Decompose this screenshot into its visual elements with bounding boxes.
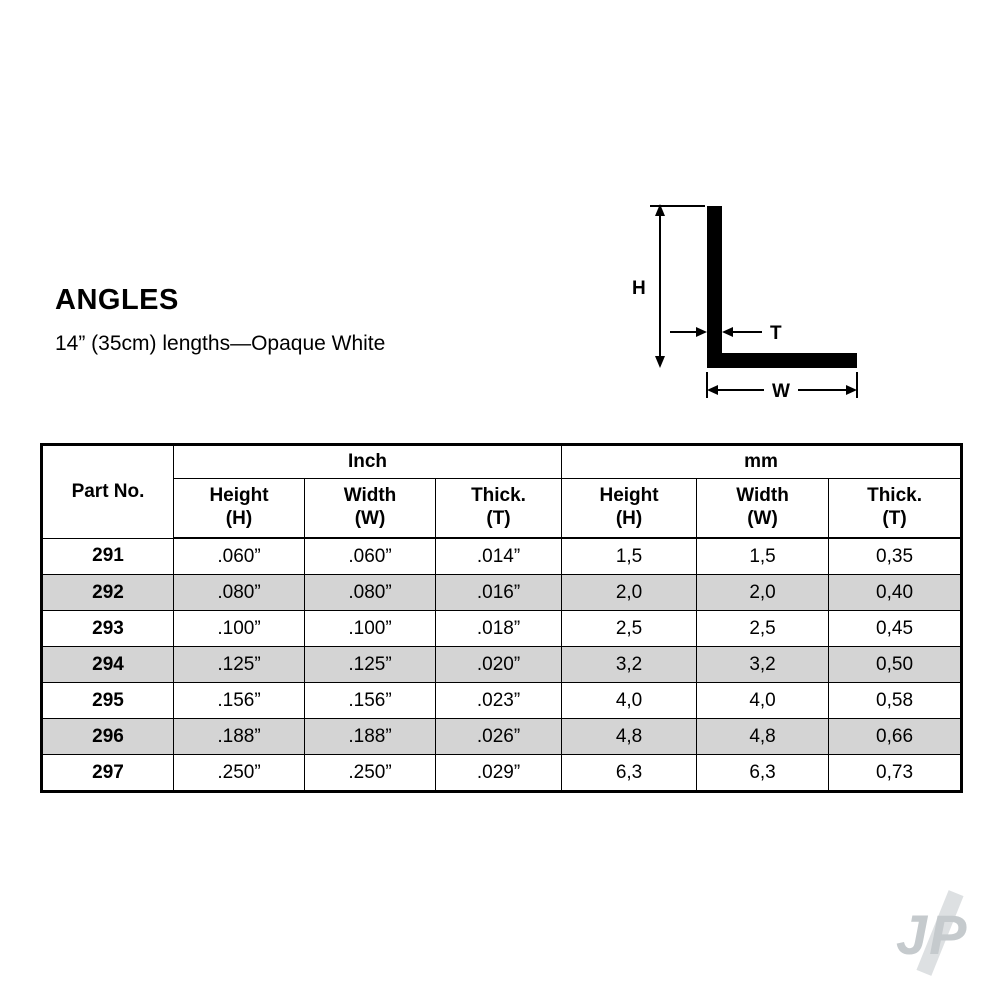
cell-mm-thick: 0,66 [828,718,963,755]
cell-inch-width: .125” [304,646,436,683]
dimension-label-h: H [632,278,646,299]
spec-table: Part No. Inch mm Height (H) Width (W) Thic… [40,443,964,793]
cell-inch-thick: .029” [434,754,563,792]
header-unit: (T) [486,508,511,529]
col-header-inch-width: Width (W) [304,478,436,539]
cell-mm-height: 4,8 [561,718,698,755]
cell-mm-height: 2,0 [561,574,698,611]
cell-inch-height: .125” [173,646,305,683]
cell-part-no: 293 [41,610,174,647]
cell-mm-height: 4,0 [561,682,698,719]
header-unit: (H) [615,508,643,529]
cell-mm-height: 1,5 [561,537,698,575]
cell-mm-width: 2,5 [696,610,830,647]
watermark-letters: JP [896,903,969,966]
header-label: Thick. [867,485,922,507]
cell-inch-width: .250” [304,754,436,792]
cell-inch-width: .080” [304,574,436,611]
cell-inch-height: .250” [173,754,305,792]
header-unit: (H) [225,508,253,529]
cell-mm-thick: 0,45 [828,610,963,647]
page-title: ANGLES [55,284,179,316]
cell-inch-height: .100” [173,610,305,647]
col-group-mm: mm [561,444,963,479]
cell-part-no: 292 [41,574,174,611]
cell-mm-thick: 0,73 [828,754,963,792]
header-unit: (W) [747,508,778,529]
page-subtitle: 14” (35cm) lengths—Opaque White [55,332,386,355]
dimension-label-w: W [772,381,790,402]
header-group-row: Part No. Inch mm [41,444,963,539]
col-header-mm-height: Height (H) [561,478,698,539]
table-row: 293 .100” .100” .018” 2,5 2,5 0,45 [41,610,963,647]
angle-vertical-leg [707,206,722,368]
cell-inch-thick: .026” [434,718,563,755]
dimension-label-t: T [770,323,782,344]
table-row: 292 .080” .080” .016” 2,0 2,0 0,40 [41,574,963,611]
header-sub-row: Height (H) Width (W) Thick. (T) Height (H) W… [42,478,963,539]
cell-mm-width: 1,5 [696,537,830,575]
cell-inch-thick: .014” [434,537,563,575]
cell-mm-width: 4,0 [696,682,830,719]
cell-inch-width: .100” [304,610,436,647]
cell-mm-width: 2,0 [696,574,830,611]
cell-part-no: 297 [41,754,174,792]
cell-mm-width: 3,2 [696,646,830,683]
header-label: Width [736,485,789,507]
cell-inch-height: .080” [173,574,305,611]
cell-inch-thick: .023” [434,682,563,719]
cell-part-no: 295 [41,682,174,719]
cell-mm-height: 6,3 [561,754,698,792]
col-group-inch: Inch [172,444,563,479]
header-label: Height [599,485,659,507]
header-label: Thick. [471,485,526,507]
header-label: Width [343,485,397,507]
cell-mm-width: 4,8 [696,718,830,755]
cell-part-no: 291 [41,537,174,575]
header-unit: (W) [354,508,386,529]
cell-part-no: 294 [41,646,174,683]
cell-mm-thick: 0,35 [828,537,963,575]
cell-mm-thick: 0,58 [828,682,963,719]
cell-inch-width: .188” [304,718,436,755]
cell-mm-width: 6,3 [696,754,830,792]
col-header-part: Part No. [41,444,174,539]
cell-mm-thick: 0,50 [828,646,963,683]
cell-inch-thick: .016” [434,574,563,611]
table-row: 297 .250” .250” .029” 6,3 6,3 0,73 [41,754,963,792]
cell-inch-height: .188” [173,718,305,755]
col-header-inch-thick: Thick. (T) [434,478,563,539]
table-row: 295 .156” .156” .023” 4,0 4,0 0,58 [41,682,963,719]
cell-inch-height: .156” [173,682,305,719]
cell-mm-height: 3,2 [561,646,698,683]
cell-inch-width: .156” [304,682,436,719]
table-row: 294 .125” .125” .020” 3,2 3,2 0,50 [41,646,963,683]
cell-mm-thick: 0,40 [828,574,963,611]
header-label: Height [209,485,269,507]
cell-inch-thick: .018” [434,610,563,647]
brand-watermark: JP [888,888,988,988]
cell-inch-thick: .020” [434,646,563,683]
angle-diagram: H T W [632,204,858,402]
cell-part-no: 296 [41,718,174,755]
col-header-mm-width: Width (W) [696,478,830,539]
cell-mm-height: 2,5 [561,610,698,647]
cell-inch-width: .060” [304,537,436,575]
angle-horizontal-leg [707,353,857,368]
cell-inch-height: .060” [173,537,305,575]
col-header-mm-thick: Thick. (T) [828,478,963,539]
col-header-inch-height: Height (H) [173,478,305,539]
table-row: 296 .188” .188” .026” 4,8 4,8 0,66 [41,718,963,755]
table-row: 291 .060” .060” .014” 1,5 1,5 0,35 [41,537,963,575]
header-unit: (T) [882,508,907,529]
